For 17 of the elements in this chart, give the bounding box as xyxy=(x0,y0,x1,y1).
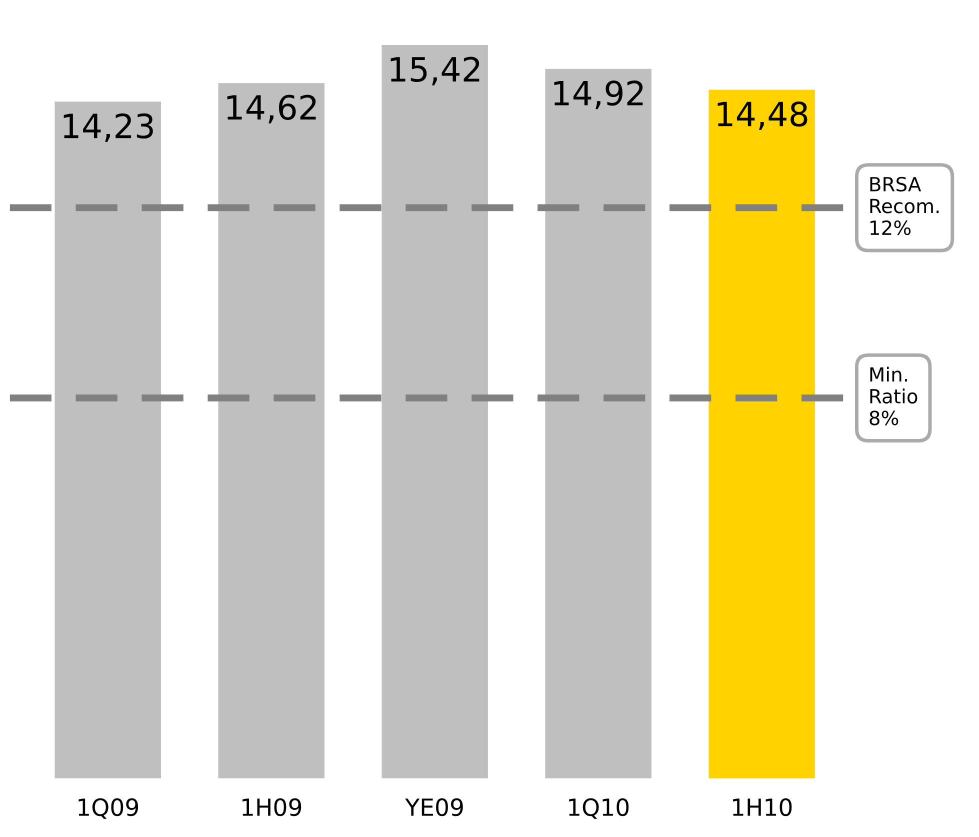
bar xyxy=(382,45,488,778)
bar xyxy=(708,90,815,778)
ref-line-label: BRSA Recom. 12% xyxy=(870,176,939,236)
ref-line-label: Min. Ratio 8% xyxy=(870,366,918,426)
data-label: 14,92 xyxy=(554,80,643,110)
bar xyxy=(545,68,652,778)
data-label: 14,48 xyxy=(718,101,808,130)
bar xyxy=(54,102,162,778)
x-tick-label: 1Q09 xyxy=(78,798,138,819)
data-label: 15,42 xyxy=(390,56,480,86)
x-tick-label: 1Q10 xyxy=(569,798,629,819)
x-tick-label: 1H09 xyxy=(242,798,302,816)
x-tick-label: 1H10 xyxy=(732,798,792,816)
bar xyxy=(218,83,324,778)
data-label: 14,62 xyxy=(227,94,316,124)
x-tick-label: YE09 xyxy=(405,798,463,816)
data-label: 14,23 xyxy=(64,113,153,142)
